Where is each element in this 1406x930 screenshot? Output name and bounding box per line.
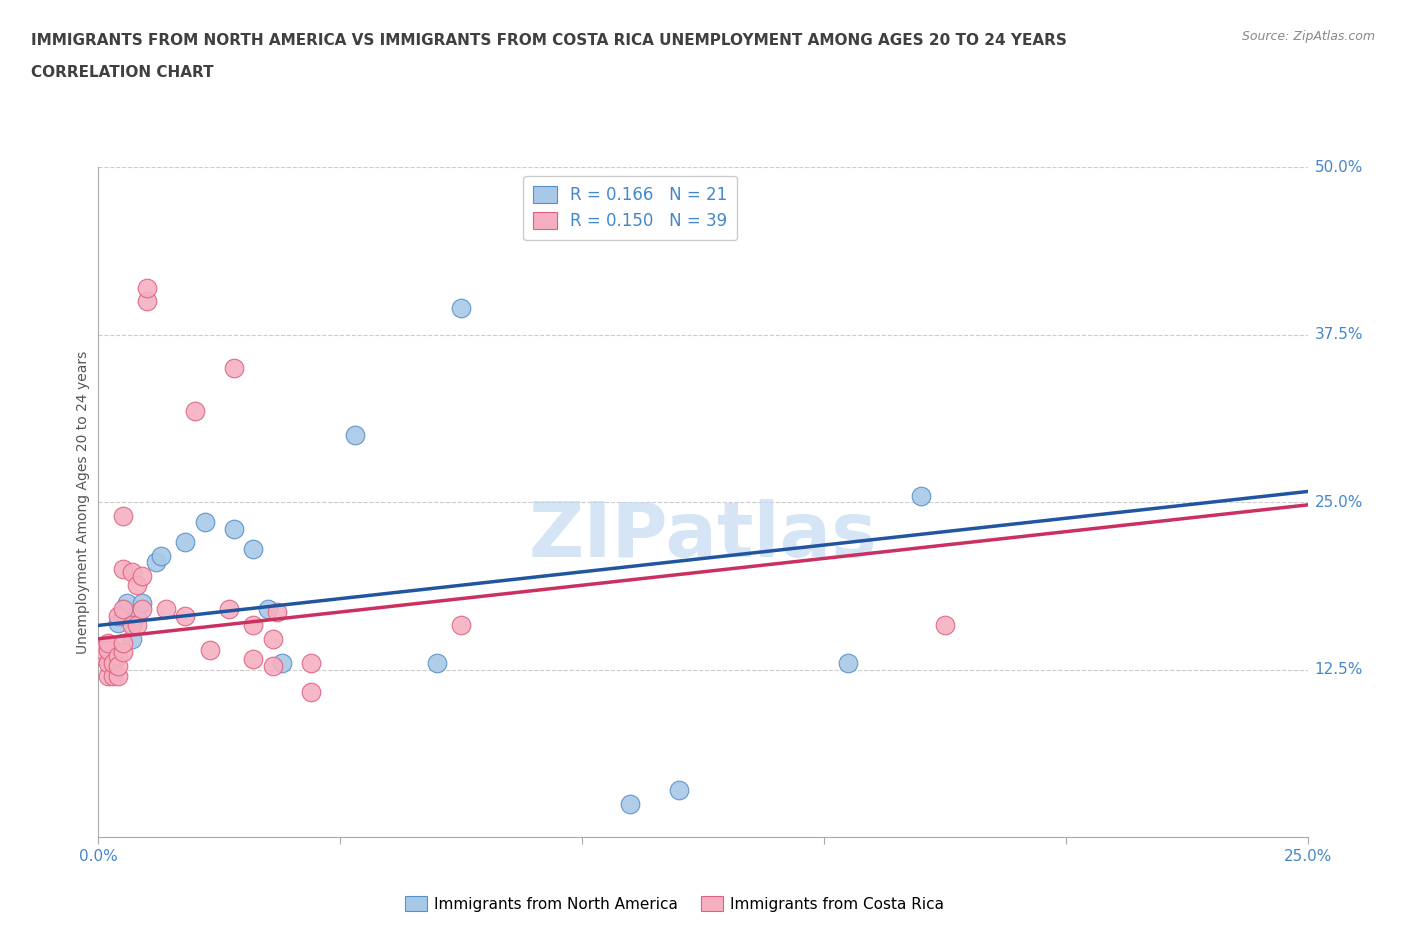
Point [107,669,129,684]
Point [262,631,284,646]
Point [198,642,221,657]
Point [97,656,120,671]
Point [97,669,120,684]
Point [343,428,366,443]
Point [117,595,139,610]
Point [619,796,641,811]
Text: Source: ZipAtlas.com: Source: ZipAtlas.com [1241,30,1375,43]
Point [97,642,120,657]
Point [668,783,690,798]
Point [101,669,124,684]
Point [242,618,264,632]
Point [242,651,264,666]
Point [101,656,124,671]
Point [111,644,134,659]
Point [121,618,143,632]
Point [111,608,134,623]
Legend: R = 0.166   N = 21, R = 0.150   N = 39: R = 0.166 N = 21, R = 0.150 N = 39 [523,176,737,240]
Point [121,565,143,579]
Point [101,649,124,664]
Point [107,616,129,631]
Point [111,562,134,577]
Point [222,361,245,376]
Point [184,404,207,418]
Point [837,656,859,671]
Point [426,656,449,671]
Point [111,602,134,617]
Point [266,604,288,619]
Text: 25.0%: 25.0% [1315,495,1362,510]
Point [111,635,134,650]
Point [222,522,245,537]
Text: IMMIGRANTS FROM NORTH AMERICA VS IMMIGRANTS FROM COSTA RICA UNEMPLOYMENT AMONG A: IMMIGRANTS FROM NORTH AMERICA VS IMMIGRA… [31,33,1067,47]
Point [107,608,129,623]
Point [127,608,149,623]
Point [91,649,114,664]
Point [107,658,129,673]
Y-axis label: Unemployment Among Ages 20 to 24 years: Unemployment Among Ages 20 to 24 years [76,351,90,654]
Point [150,549,173,564]
Point [256,602,278,617]
Point [97,635,120,650]
Text: ZIPatlas: ZIPatlas [529,498,877,573]
Point [299,656,322,671]
Point [145,555,167,570]
Legend: Immigrants from North America, Immigrants from Costa Rica: Immigrants from North America, Immigrant… [399,889,950,918]
Point [910,488,932,503]
Point [174,608,197,623]
Point [194,515,217,530]
Point [934,618,956,632]
Point [174,535,197,550]
Point [101,642,124,657]
Point [135,294,157,309]
Point [131,602,153,617]
Point [262,658,284,673]
Text: 37.5%: 37.5% [1315,327,1362,342]
Text: 50.0%: 50.0% [1315,160,1362,175]
Point [127,578,149,592]
Point [135,281,157,296]
Point [155,602,177,617]
Point [121,631,143,646]
Point [127,618,149,632]
Text: 12.5%: 12.5% [1315,662,1362,677]
Point [271,656,294,671]
Point [111,508,134,523]
Text: CORRELATION CHART: CORRELATION CHART [31,65,214,80]
Point [131,595,153,610]
Point [242,541,264,556]
Point [107,649,129,664]
Point [299,684,322,699]
Point [91,642,114,657]
Point [450,618,472,632]
Point [131,568,153,583]
Point [450,300,472,315]
Point [218,602,240,617]
Point [547,200,569,215]
